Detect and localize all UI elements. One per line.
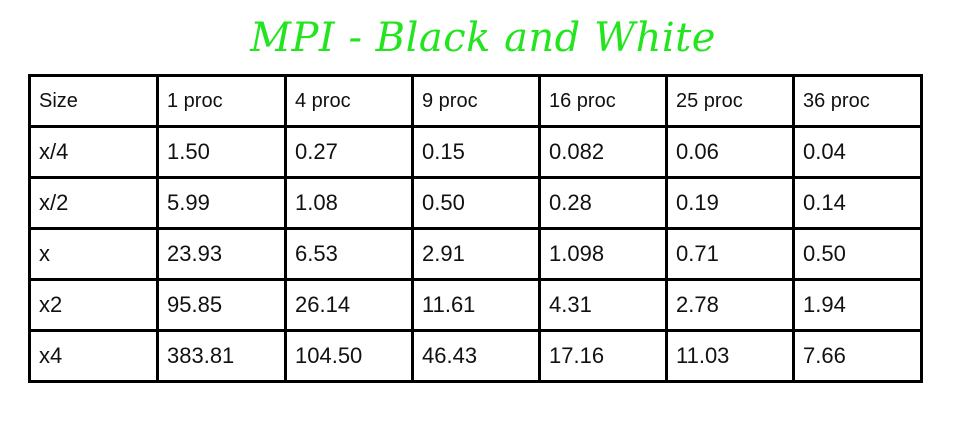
table-cell: 0.15 [411,125,541,179]
header-cell-16-proc: 16 proc [538,74,668,128]
table-row: x4 383.81 104.50 46.43 17.16 11.03 7.66 [28,329,923,383]
table-cell: 5.99 [156,176,287,230]
table-cell: 6.53 [284,227,414,281]
table-cell: 46.43 [411,329,541,383]
header-cell-1-proc: 1 proc [156,74,287,128]
table-cell: 4.31 [538,278,668,332]
table-cell: 1.94 [792,278,923,332]
table-cell: 1.08 [284,176,414,230]
row-size-label: x/2 [28,176,159,230]
table-cell: 17.16 [538,329,668,383]
table-cell: 0.06 [665,125,795,179]
table-cell: 26.14 [284,278,414,332]
table-cell: 0.19 [665,176,795,230]
header-cell-25-proc: 25 proc [665,74,795,128]
table-cell: 0.28 [538,176,668,230]
table-cell: 23.93 [156,227,287,281]
table-header-row: Size 1 proc 4 proc 9 proc 16 proc 25 pro… [28,74,923,128]
timing-table: Size 1 proc 4 proc 9 proc 16 proc 25 pro… [28,74,923,383]
table-cell: 0.50 [792,227,923,281]
table-cell: 2.78 [665,278,795,332]
row-size-label: x/4 [28,125,159,179]
table-row: x 23.93 6.53 2.91 1.098 0.71 0.50 [28,227,923,281]
table-cell: 0.14 [792,176,923,230]
table-cell: 95.85 [156,278,287,332]
table-cell: 11.61 [411,278,541,332]
table-cell: 11.03 [665,329,795,383]
header-cell-4-proc: 4 proc [284,74,414,128]
table-cell: 0.71 [665,227,795,281]
row-size-label: x2 [28,278,159,332]
table-cell: 2.91 [411,227,541,281]
table-cell: 0.27 [284,125,414,179]
table-cell: 1.098 [538,227,668,281]
table-row: x/2 5.99 1.08 0.50 0.28 0.19 0.14 [28,176,923,230]
table-cell: 0.04 [792,125,923,179]
header-cell-9-proc: 9 proc [411,74,541,128]
table-cell: 383.81 [156,329,287,383]
row-size-label: x [28,227,159,281]
page-title: MPI - Black and White [250,15,716,61]
header-cell-size: Size [28,74,159,128]
row-size-label: x4 [28,329,159,383]
header-cell-36-proc: 36 proc [792,74,923,128]
table-cell: 104.50 [284,329,414,383]
table-row: x/4 1.50 0.27 0.15 0.082 0.06 0.04 [28,125,923,179]
table-cell: 1.50 [156,125,287,179]
table-cell: 0.50 [411,176,541,230]
table-cell: 7.66 [792,329,923,383]
table-cell: 0.082 [538,125,668,179]
table-row: x2 95.85 26.14 11.61 4.31 2.78 1.94 [28,278,923,332]
